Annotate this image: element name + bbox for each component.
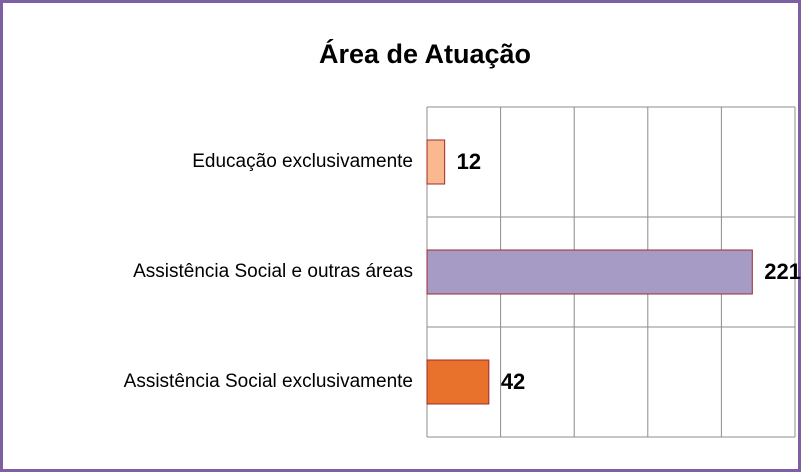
- bar: [426, 359, 490, 405]
- chart-title: Área de Atuação: [319, 38, 531, 69]
- y-tick-label: Assistência Social exclusivamente: [124, 371, 413, 392]
- data-label: 221: [764, 259, 801, 284]
- y-tick-label: Educação exclusivamente: [192, 151, 413, 172]
- data-label: 12: [457, 149, 481, 174]
- bar: [426, 139, 446, 185]
- y-tick-label: Assistência Social e outras áreas: [133, 261, 413, 282]
- data-label: 42: [501, 369, 525, 394]
- bar: [426, 249, 753, 295]
